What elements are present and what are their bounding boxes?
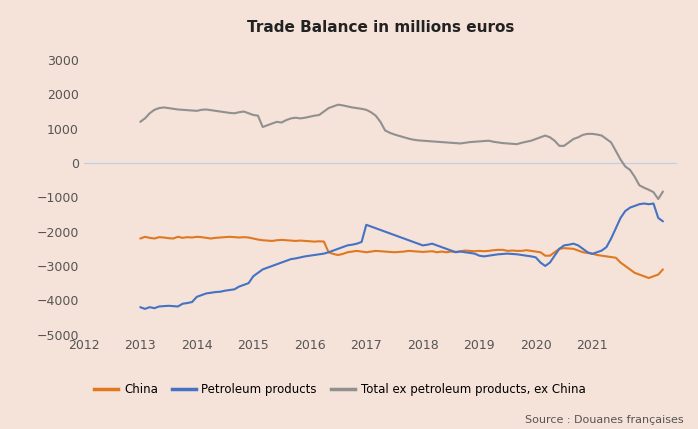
China (494, 247, 503, 252)
China (136, 236, 144, 241)
Petroleum products (517, 252, 526, 257)
Total ex petroleum products, ex China (433, 139, 441, 144)
Petroleum products (136, 305, 144, 310)
Total ex petroleum products, ex China (494, 140, 503, 145)
Total ex petroleum products, ex China (659, 189, 667, 194)
Line: China: China (140, 237, 663, 278)
Total ex petroleum products, ex China (654, 196, 662, 202)
China (645, 275, 653, 281)
Petroleum products (659, 219, 667, 224)
China (433, 250, 441, 255)
Total ex petroleum products, ex China (334, 102, 342, 107)
Legend: China, Petroleum products, Total ex petroleum products, ex China: China, Petroleum products, Total ex petr… (89, 378, 590, 401)
Petroleum products (649, 201, 658, 206)
Line: Total ex petroleum products, ex China: Total ex petroleum products, ex China (140, 105, 663, 199)
China (659, 267, 667, 272)
Total ex petroleum products, ex China (136, 119, 144, 124)
China (546, 253, 554, 258)
Petroleum products (141, 306, 149, 311)
Petroleum products (640, 201, 648, 206)
Total ex petroleum products, ex China (320, 109, 328, 114)
Petroleum products (546, 260, 554, 265)
Line: Petroleum products: Petroleum products (140, 203, 663, 309)
China (517, 248, 526, 254)
Total ex petroleum products, ex China (546, 135, 554, 140)
Text: Source : Douanes françaises: Source : Douanes françaises (526, 415, 684, 425)
Petroleum products (494, 252, 503, 257)
Title: Trade Balance in millions euros: Trade Balance in millions euros (246, 20, 514, 35)
Total ex petroleum products, ex China (517, 140, 526, 145)
China (325, 250, 333, 255)
Petroleum products (433, 243, 441, 248)
Petroleum products (325, 250, 333, 255)
Total ex petroleum products, ex China (645, 187, 653, 192)
China (141, 234, 149, 239)
China (649, 274, 658, 279)
